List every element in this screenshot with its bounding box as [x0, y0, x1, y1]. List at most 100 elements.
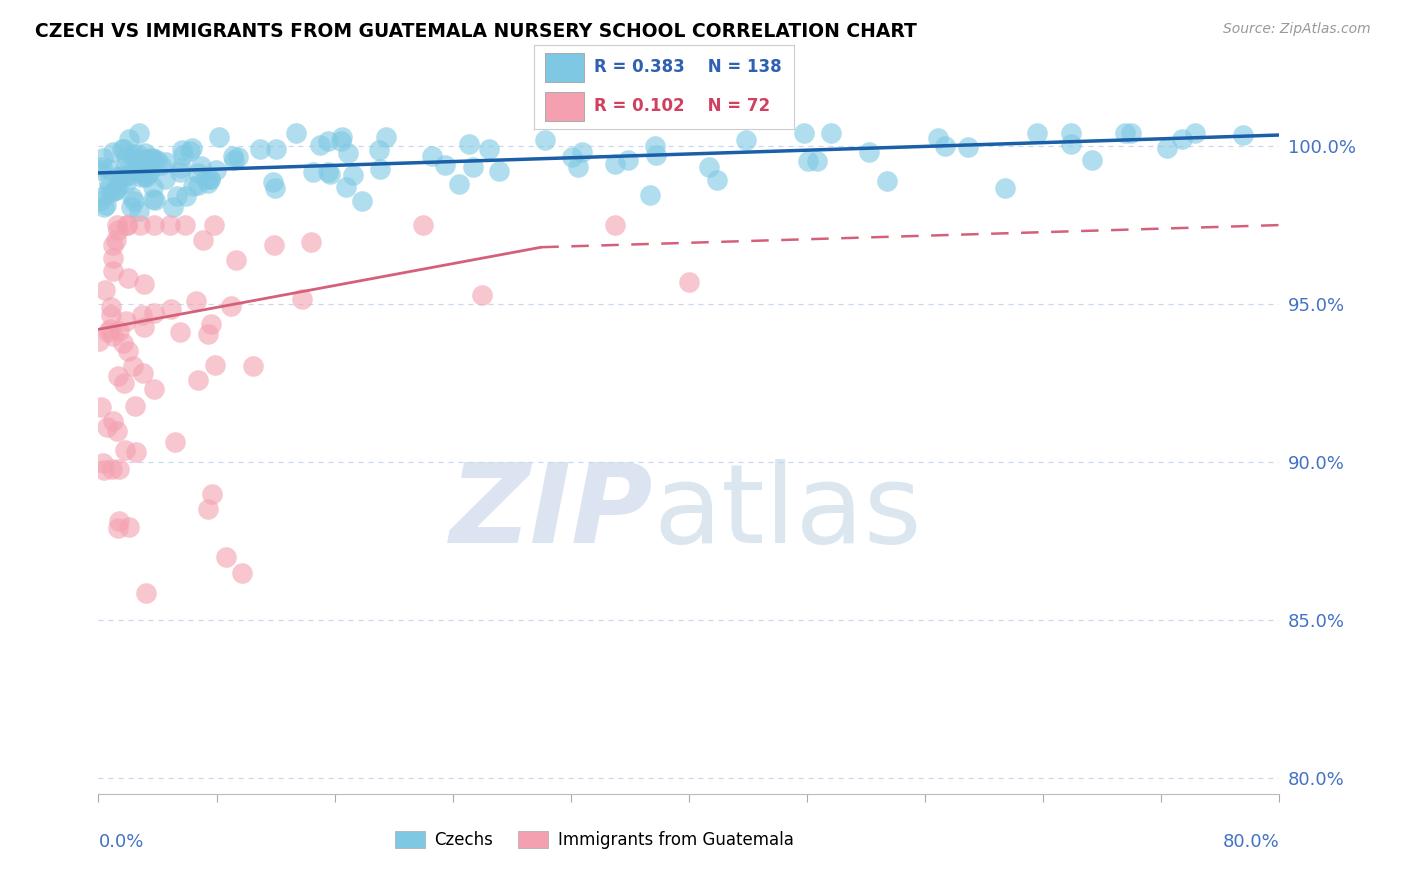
Point: [117, 169, 139, 184]
Point: [134, 146, 156, 161]
Point: [262, 175, 284, 189]
Point: [128, 127, 150, 141]
Point: [98, 181, 121, 195]
Point: [368, 162, 391, 177]
Point: [264, 180, 287, 194]
Point: [115, 218, 138, 232]
Point: [122, 359, 145, 373]
Point: [132, 162, 155, 177]
Point: [115, 158, 138, 172]
Point: [160, 301, 183, 316]
Point: [98, 162, 121, 177]
Point: [128, 218, 150, 232]
Point: [127, 146, 149, 161]
Point: [198, 172, 221, 186]
Point: [197, 177, 219, 191]
Point: [191, 233, 214, 247]
Point: [89, 334, 111, 349]
Point: [91, 160, 114, 174]
Point: [134, 277, 156, 291]
Point: [114, 169, 136, 184]
Y-axis label: Nursery School: Nursery School: [0, 378, 8, 505]
Point: [98, 322, 121, 336]
Point: [567, 161, 589, 175]
Point: [1114, 127, 1136, 141]
Point: [184, 293, 207, 308]
Text: 0.0%: 0.0%: [98, 832, 143, 851]
Point: [118, 132, 141, 146]
Point: [108, 514, 131, 528]
Point: [107, 521, 129, 535]
Point: [125, 444, 148, 458]
Point: [163, 434, 186, 449]
Point: [224, 153, 246, 167]
Point: [96, 420, 118, 434]
Point: [434, 158, 457, 172]
Point: [221, 299, 243, 313]
Point: [111, 142, 134, 156]
Point: [112, 142, 135, 156]
Point: [122, 194, 145, 209]
Point: [112, 376, 135, 390]
Point: [301, 165, 323, 179]
Text: R = 0.102    N = 72: R = 0.102 N = 72: [595, 97, 770, 115]
Point: [93, 200, 115, 214]
Point: [1081, 153, 1104, 167]
Point: [150, 158, 173, 172]
Point: [858, 145, 880, 159]
Point: [1232, 128, 1254, 142]
Point: [205, 163, 228, 178]
Point: [457, 136, 479, 151]
Point: [956, 140, 979, 154]
Point: [104, 233, 127, 247]
Point: [101, 462, 124, 476]
Point: [198, 172, 221, 186]
Point: [105, 183, 128, 197]
Point: [1184, 127, 1206, 141]
Point: [142, 151, 165, 165]
Point: [249, 142, 271, 156]
Point: [143, 305, 166, 319]
Point: [200, 317, 222, 331]
Point: [645, 147, 668, 161]
Point: [644, 138, 666, 153]
Point: [101, 414, 124, 428]
Point: [142, 218, 165, 232]
Point: [131, 308, 153, 322]
Point: [107, 223, 129, 237]
Point: [461, 161, 484, 175]
Point: [127, 160, 149, 174]
Point: [94, 283, 117, 297]
Point: [101, 237, 124, 252]
Point: [806, 153, 828, 168]
Point: [93, 189, 115, 203]
Point: [605, 218, 627, 232]
Point: [135, 153, 157, 168]
Point: [129, 169, 152, 184]
Point: [471, 288, 494, 302]
Point: [101, 252, 124, 266]
Point: [121, 146, 143, 161]
FancyBboxPatch shape: [544, 54, 583, 82]
Point: [197, 327, 219, 342]
Point: [1156, 141, 1178, 155]
Point: [299, 235, 322, 249]
Point: [114, 176, 136, 190]
Point: [110, 169, 132, 183]
Point: [132, 157, 155, 171]
Point: [169, 165, 191, 179]
Point: [134, 320, 156, 334]
Point: [115, 218, 138, 232]
Point: [145, 193, 167, 207]
Point: [93, 463, 115, 477]
Point: [132, 366, 155, 380]
Point: [617, 153, 640, 168]
Point: [146, 153, 169, 167]
Point: [222, 149, 245, 163]
Point: [138, 151, 160, 165]
Text: 80.0%: 80.0%: [1223, 832, 1279, 851]
Point: [117, 344, 139, 359]
Point: [571, 145, 593, 159]
Point: [162, 200, 184, 214]
Point: [93, 456, 115, 470]
